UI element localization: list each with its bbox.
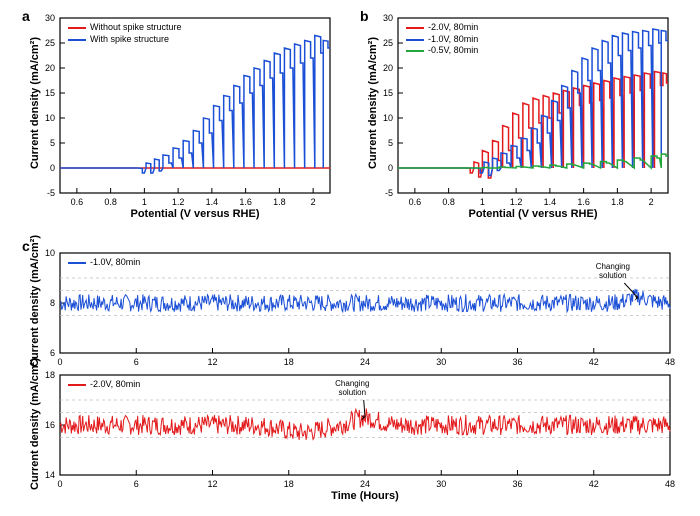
svg-text:1.8: 1.8 [611,197,624,207]
svg-text:15: 15 [45,88,55,98]
svg-text:1.2: 1.2 [510,197,523,207]
svg-text:10: 10 [383,113,393,123]
svg-text:5: 5 [50,138,55,148]
svg-text:1: 1 [142,197,147,207]
legend-item: -1.0V, 80min [68,257,140,269]
svg-text:1.6: 1.6 [577,197,590,207]
svg-text:6: 6 [50,348,55,358]
svg-text:15: 15 [383,88,393,98]
svg-text:12: 12 [207,357,217,367]
svg-text:30: 30 [45,13,55,23]
svg-text:24: 24 [360,357,370,367]
svg-text:1.2: 1.2 [172,197,185,207]
svg-text:36: 36 [512,357,522,367]
svg-text:2: 2 [311,197,316,207]
figure: a b c Current density (mA/cm²) Potential… [0,0,700,516]
svg-text:48: 48 [665,479,675,489]
svg-text:36: 36 [512,479,522,489]
legend-item: -2.0V, 80min [68,379,140,391]
svg-text:0.6: 0.6 [71,197,84,207]
svg-text:25: 25 [45,38,55,48]
svg-text:18: 18 [284,357,294,367]
legend-item: With spike structure [68,34,182,46]
panel-c1-annotation: Changingsolution [587,262,639,280]
svg-text:0.8: 0.8 [104,197,117,207]
svg-text:1: 1 [480,197,485,207]
svg-text:0: 0 [57,479,62,489]
svg-text:48: 48 [665,357,675,367]
panel-c2-annotation: Changingsolution [326,379,378,397]
svg-text:1.4: 1.4 [544,197,557,207]
legend-item: -0.5V, 80min [406,45,478,57]
svg-text:0.6: 0.6 [409,197,422,207]
svg-text:30: 30 [383,13,393,23]
svg-text:25: 25 [383,38,393,48]
svg-text:8: 8 [50,298,55,308]
svg-text:42: 42 [589,357,599,367]
legend-item: -2.0V, 80min [406,22,478,34]
svg-text:-5: -5 [47,188,55,198]
svg-text:18: 18 [284,479,294,489]
svg-text:10: 10 [45,113,55,123]
panel-c2-legend: -2.0V, 80min [68,379,140,391]
svg-text:10: 10 [45,248,55,258]
svg-text:0: 0 [388,163,393,173]
svg-text:5: 5 [388,138,393,148]
panel-c1-legend: -1.0V, 80min [68,257,140,269]
svg-text:20: 20 [383,63,393,73]
panel-a-legend: Without spike structureWith spike struct… [68,22,182,45]
svg-text:0.8: 0.8 [442,197,455,207]
svg-text:6: 6 [134,479,139,489]
svg-text:1.6: 1.6 [239,197,252,207]
svg-text:30: 30 [436,357,446,367]
svg-text:12: 12 [207,479,217,489]
svg-text:16: 16 [45,420,55,430]
svg-text:1.8: 1.8 [273,197,286,207]
legend-item: -1.0V, 80min [406,34,478,46]
svg-text:14: 14 [45,470,55,480]
svg-text:1.4: 1.4 [206,197,219,207]
svg-text:18: 18 [45,370,55,380]
svg-text:24: 24 [360,479,370,489]
svg-text:20: 20 [45,63,55,73]
svg-text:0: 0 [57,357,62,367]
legend-item: Without spike structure [68,22,182,34]
svg-text:6: 6 [134,357,139,367]
panel-b-legend: -2.0V, 80min-1.0V, 80min-0.5V, 80min [406,22,478,57]
svg-text:2: 2 [649,197,654,207]
svg-text:42: 42 [589,479,599,489]
svg-text:-5: -5 [385,188,393,198]
svg-text:0: 0 [50,163,55,173]
svg-text:30: 30 [436,479,446,489]
